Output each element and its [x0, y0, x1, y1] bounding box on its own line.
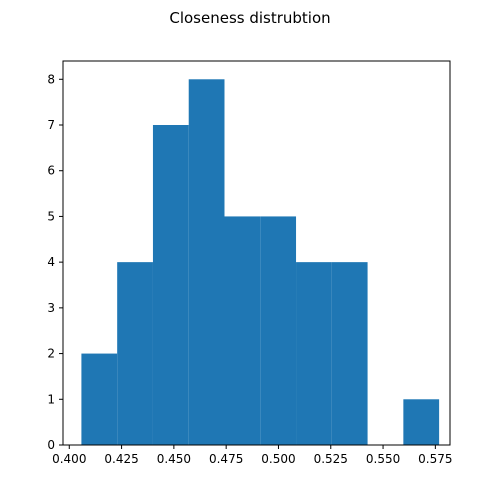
- histogram-bar: [81, 353, 118, 445]
- y-tick-label: 5: [47, 209, 55, 223]
- bars-layer: [81, 79, 440, 446]
- histogram-bar: [403, 399, 440, 445]
- x-tick-label: 0.400: [52, 452, 86, 466]
- x-axis: 0.400 0.425 0.450 0.475 0.500 0.525 0.550 0.575: [52, 445, 453, 466]
- y-tick-label: 0: [47, 438, 55, 452]
- x-tick-label: 0.450: [157, 452, 191, 466]
- x-tick-label: 0.500: [261, 452, 295, 466]
- x-tick-label: 0.575: [418, 452, 452, 466]
- histogram-bar: [296, 262, 332, 445]
- histogram-bar: [117, 262, 153, 445]
- histogram-bar: [224, 216, 261, 445]
- axes-frame: [62, 60, 451, 446]
- y-tick-label: 8: [47, 72, 55, 86]
- chart-title: Closeness distrubtion: [169, 9, 330, 27]
- x-tick-label: 0.525: [314, 452, 348, 466]
- histogram-bar: [260, 216, 297, 445]
- y-tick-label: 7: [47, 118, 55, 132]
- histogram-bar: [152, 125, 189, 445]
- x-tick-label: 0.425: [104, 452, 138, 466]
- y-axis: 0 1 2 3 4 5 6 7 8: [47, 72, 63, 452]
- y-tick-label: 3: [47, 301, 55, 315]
- histogram-bar: [188, 79, 225, 446]
- y-tick-label: 6: [47, 164, 55, 178]
- y-tick-label: 1: [47, 392, 55, 406]
- x-tick-label: 0.550: [366, 452, 400, 466]
- y-tick-label: 2: [47, 347, 55, 361]
- histogram-bar: [331, 262, 368, 445]
- y-tick-label: 4: [47, 255, 55, 269]
- x-tick-label: 0.475: [209, 452, 243, 466]
